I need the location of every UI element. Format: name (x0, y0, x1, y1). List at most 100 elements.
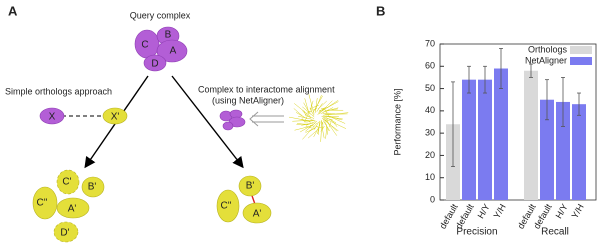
edge (313, 121, 319, 130)
node-label: D (151, 59, 158, 70)
y-tick-label: 50 (425, 83, 435, 93)
double-arrow (249, 111, 284, 127)
arrow (171, 75, 244, 169)
edge (329, 116, 346, 124)
protein (156, 39, 188, 63)
edge (322, 112, 331, 115)
panel-label: A (8, 3, 18, 18)
x-tick-label: H/Y (476, 202, 492, 220)
node-label: C' (62, 177, 71, 188)
bar (478, 79, 492, 200)
orthologs-title: Simple orthologs approach (5, 86, 112, 96)
edge (321, 101, 339, 111)
x-tick-label: H/Y (554, 202, 570, 220)
y-axis-label: Performance [%] (392, 88, 402, 155)
edge (320, 123, 323, 142)
bar (494, 68, 508, 200)
protein (216, 189, 240, 223)
edge (320, 119, 324, 126)
alignment-title: Complex to interactome alignment (198, 84, 335, 94)
edge (305, 121, 316, 126)
interactome (288, 94, 349, 142)
y-tick-label: 20 (425, 150, 435, 160)
node-label: C'' (220, 201, 231, 212)
edge (317, 110, 322, 115)
protein (238, 175, 262, 197)
node-label: A' (253, 209, 262, 220)
protein (242, 202, 272, 224)
protein (53, 221, 79, 243)
y-tick-label: 10 (425, 172, 435, 182)
panel-label: B (376, 3, 385, 18)
edge (308, 115, 315, 119)
bar (524, 70, 538, 200)
edge (303, 102, 311, 115)
node-label: X (49, 112, 56, 123)
edge (295, 112, 308, 120)
y-tick-label: 0 (430, 194, 435, 204)
edge (292, 119, 314, 122)
node-label: D' (60, 228, 69, 239)
protein (39, 107, 65, 125)
edge (297, 123, 309, 126)
edge (318, 108, 325, 112)
protein (56, 197, 90, 219)
x-tick-label: Y/H (492, 202, 508, 220)
edge (324, 121, 329, 131)
edge (316, 126, 322, 129)
bar (540, 99, 554, 200)
bar (572, 104, 586, 200)
edge (322, 112, 349, 116)
edge (321, 117, 328, 122)
edge (320, 100, 339, 113)
edge (305, 120, 318, 132)
edge (312, 108, 317, 111)
query-title: Query complex (130, 10, 191, 20)
protein (81, 176, 105, 198)
edge (324, 119, 338, 132)
y-tick-label: 30 (425, 128, 435, 138)
y-tick-label: 40 (425, 105, 435, 115)
edge (301, 118, 306, 123)
edge (302, 122, 318, 140)
edge (314, 95, 323, 109)
node-label: A' (68, 204, 77, 215)
protein (143, 54, 167, 72)
edge (307, 129, 319, 139)
edge (326, 115, 342, 121)
x-tick-label: Y/H (570, 202, 586, 220)
edge (322, 116, 333, 121)
edge (302, 106, 315, 118)
edge (318, 100, 333, 115)
node-label: B' (246, 181, 255, 192)
edge (309, 107, 315, 116)
node-label: B (165, 30, 172, 41)
edge (326, 121, 338, 136)
edge (315, 94, 322, 111)
panel-a: A Query complex C B A D Simple orthologs… (5, 3, 349, 243)
y-tick-label: 70 (425, 38, 435, 48)
legend-label: Orthologs (528, 44, 568, 54)
edge (308, 94, 315, 115)
edge (324, 113, 348, 115)
edge (327, 114, 331, 118)
edge (304, 98, 309, 113)
node-label: B' (88, 182, 97, 193)
edge (317, 122, 321, 135)
protein (32, 186, 58, 220)
edge (324, 108, 339, 112)
alignment-subtitle: (using NetAligner) (212, 95, 284, 105)
y-tick-label: 60 (425, 61, 435, 71)
legend-swatch (570, 57, 592, 65)
edge (310, 125, 318, 132)
node-label: A (170, 46, 177, 57)
edge (306, 111, 311, 114)
legend-swatch (570, 46, 592, 54)
edge (294, 125, 312, 131)
edge (323, 117, 347, 129)
legend-label: NetAligner (525, 55, 567, 65)
edge (308, 120, 316, 122)
protein (56, 169, 80, 195)
edge (294, 103, 311, 117)
